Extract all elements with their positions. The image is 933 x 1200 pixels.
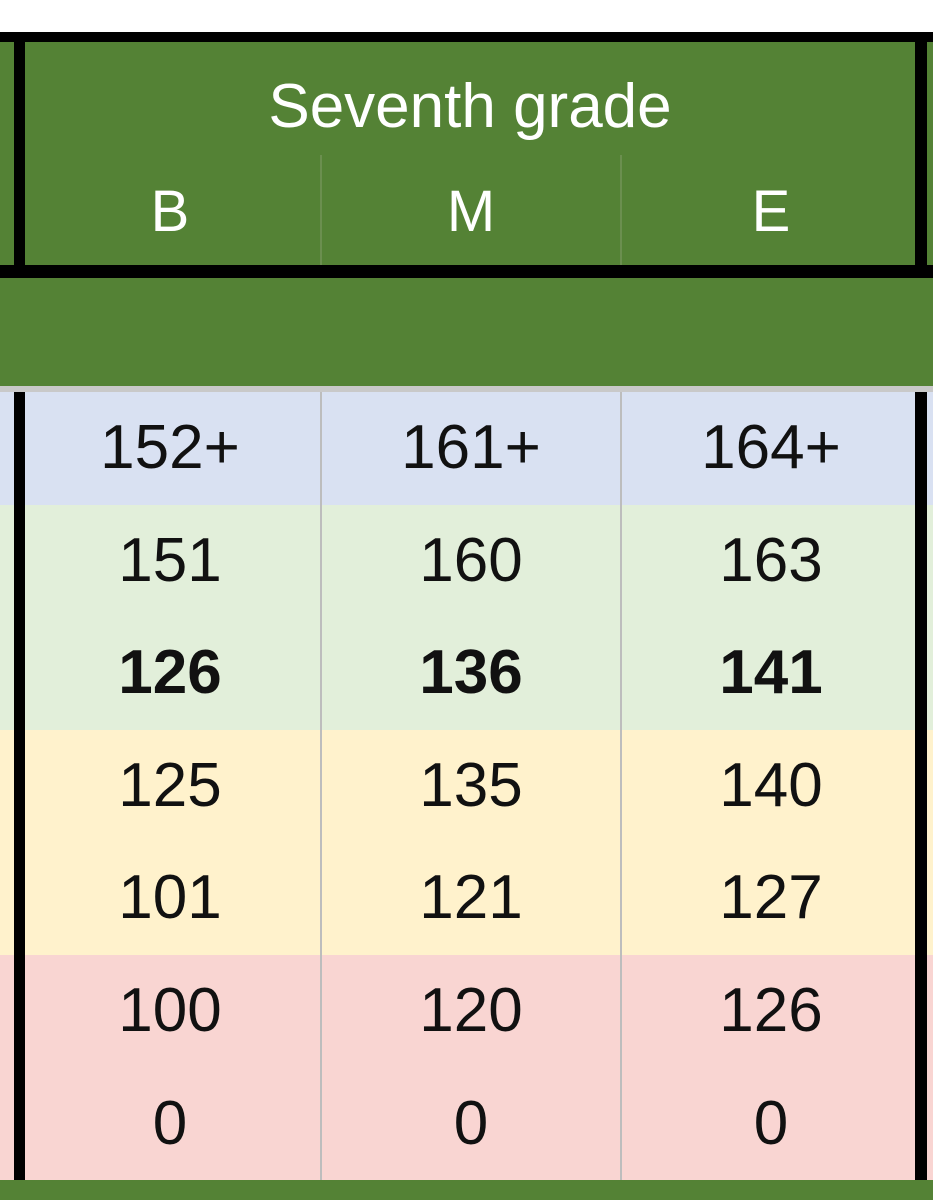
cell-m[interactable]: 121 xyxy=(419,863,523,933)
table-row: 125 135 140 xyxy=(0,729,933,843)
table-row: 126 136 141 xyxy=(0,617,933,730)
cell-e[interactable]: 141 xyxy=(719,638,823,708)
cell-b[interactable]: 101 xyxy=(118,863,222,933)
cell-b[interactable]: 125 xyxy=(118,750,222,820)
cell-e[interactable]: 127 xyxy=(719,863,823,933)
cell-b[interactable]: 126 xyxy=(118,638,222,708)
cell-m[interactable]: 0 xyxy=(453,1088,489,1158)
cell-m[interactable]: 160 xyxy=(419,525,523,595)
column-header-m[interactable]: M xyxy=(446,179,496,244)
table-right-border xyxy=(915,392,927,1180)
column-divider xyxy=(320,392,322,1180)
table-row: 152+ 161+ 164+ xyxy=(0,392,933,505)
footer-row xyxy=(0,1180,933,1200)
header-left-cell xyxy=(0,42,14,265)
grade-title: Seventh grade xyxy=(268,72,672,141)
row-divider xyxy=(0,386,933,392)
cell-b[interactable]: 151 xyxy=(118,525,222,595)
cell-e[interactable]: 163 xyxy=(719,525,823,595)
cell-m[interactable]: 161+ xyxy=(401,413,541,482)
cell-m[interactable]: 135 xyxy=(419,750,523,820)
column-header-b[interactable]: B xyxy=(150,179,190,244)
column-divider xyxy=(620,392,622,1180)
column-header-e[interactable]: E xyxy=(751,179,791,244)
table-row: 0 0 0 xyxy=(0,1067,933,1181)
table-left-border xyxy=(14,392,25,1180)
spacer-row xyxy=(0,278,933,386)
cell-m[interactable]: 120 xyxy=(419,976,523,1045)
cell-e[interactable]: 140 xyxy=(719,750,823,820)
cell-b[interactable]: 0 xyxy=(152,1088,188,1158)
cell-b[interactable]: 100 xyxy=(118,976,222,1045)
cell-b[interactable]: 152+ xyxy=(100,413,240,482)
column-divider xyxy=(320,155,322,265)
cell-e[interactable]: 164+ xyxy=(701,413,841,482)
header-right-cell xyxy=(927,42,933,265)
table-row: 101 121 127 xyxy=(0,842,933,955)
table-row: 100 120 126 xyxy=(0,955,933,1068)
cell-e[interactable]: 0 xyxy=(753,1088,789,1158)
cell-m[interactable]: 136 xyxy=(419,638,523,708)
header-cell[interactable] xyxy=(25,42,915,265)
column-divider xyxy=(620,155,622,265)
cell-e[interactable]: 126 xyxy=(719,976,823,1045)
table-row: 151 160 163 xyxy=(0,504,933,618)
